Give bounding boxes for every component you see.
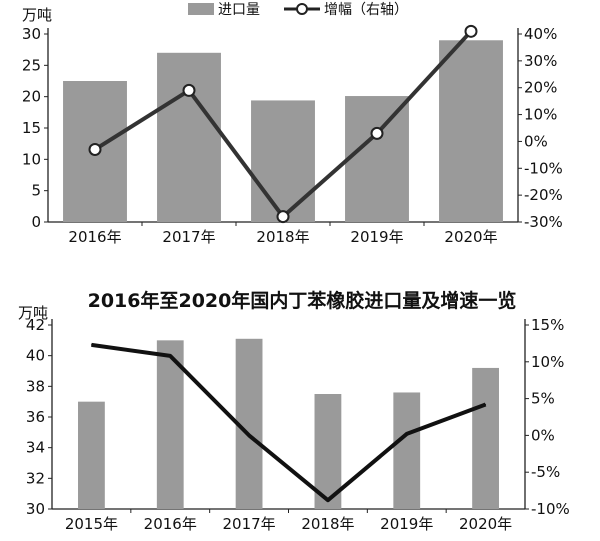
top-chart-bar [157,52,221,222]
bottom-chart-line-point [406,433,408,435]
top-chart-line-point [276,210,290,224]
top-chart-right-tick-label: -10% [524,159,563,177]
bottom-chart-line-point [90,344,92,346]
top-chart-right-tick-label: 40% [524,25,557,43]
top-chart-legend-bar-swatch [188,3,214,15]
top-chart-left-tick-label: 15 [22,119,41,137]
bottom-chart-x-tick-label: 2020年 [459,515,512,533]
bottom-chart-x-tick-label: 2017年 [222,515,275,533]
bottom-chart-growth-line [91,342,487,503]
top-chart-line-point [182,83,196,97]
top-chart-right-tick-label: -30% [524,213,563,231]
top-chart-x-tick-label: 2016年 [68,228,121,246]
top-chart-line-point [464,24,478,38]
top-chart-legend-line-label: 增幅（右轴） [324,2,408,18]
bottom-chart-right-tick-label: 15% [531,316,564,334]
bottom-chart-right-tick-label: 5% [531,390,555,408]
top-chart-left-tick-label: 5 [31,182,41,200]
bottom-chart-left-tick-label: 40 [26,347,45,365]
bottom-chart-bar [156,340,184,509]
top-chart-line-point [370,126,384,140]
top-chart-x-tick-label: 2018年 [256,228,309,246]
bottom-chart-bar [78,401,105,509]
bottom-chart-x-tick-label: 2019年 [380,515,433,533]
bottom-chart-bar [472,367,499,509]
bottom-chart-line-point [248,434,250,436]
top-chart-bar [439,40,503,223]
top-chart-right-tick-label: 0% [524,132,548,150]
bottom-chart-line-point [485,403,487,405]
bottom-chart-bar [314,394,342,509]
top-chart-legend-line-marker [296,3,308,15]
bottom-chart-x-tick-label: 2018年 [301,515,354,533]
top-chart-legend-bar-label: 进口量 [218,2,260,18]
bottom-chart-left-tick-label: 36 [26,408,45,426]
bottom-chart-line-point [327,499,329,501]
bottom-chart-bar [393,392,421,509]
bottom-chart-x-tick-label: 2016年 [144,515,197,533]
top-chart-right-tick-label: 20% [524,79,557,97]
bottom-chart-left-tick-label: 32 [26,469,45,487]
bottom-chart-left-tick-label: 30 [26,500,45,518]
top-chart-right-tick-label: 10% [524,106,557,124]
top-chart-x-tick-label: 2019年 [350,228,403,246]
bottom-chart-right-tick-label: -5% [531,463,560,481]
bottom-chart-left-tick-label: 34 [26,439,45,457]
bottom-chart-right-tick-label: 10% [531,353,564,371]
bottom-chart-left-tick-label: 42 [26,316,45,334]
top-chart-unit-label: 万吨 [22,6,52,24]
top-chart-x-tick-label: 2020年 [444,228,497,246]
top-chart-left-tick-label: 30 [22,25,41,43]
bottom-chart-line-point [169,355,171,357]
top-chart-left-tick-label: 0 [31,213,41,231]
top-chart-right-tick-label: 30% [524,52,557,70]
top-chart-bar [345,96,409,222]
bottom-chart-x-tick-label: 2015年 [65,515,118,533]
top-chart-x-tick-label: 2017年 [162,228,215,246]
bottom-chart-left-tick-label: 38 [26,377,45,395]
bottom-chart-right-tick-label: -10% [531,500,570,518]
bottom-chart-right-tick-label: 0% [531,426,555,444]
top-chart-left-tick-label: 25 [22,56,41,74]
import-volume-chart-top: 0 5 10 15 20 25 30 -30% -20% -10% 0% 10% 20% 30% 40% 20… [22,2,563,246]
bottom-chart-unit-label: 万吨 [18,304,48,322]
bottom-chart-title: 2016年至2020年国内丁苯橡胶进口量及增速一览 [88,289,517,312]
top-chart-left-tick-label: 20 [22,88,41,106]
top-chart-bar [251,100,315,222]
top-chart-right-tick-label: -20% [524,186,563,204]
top-chart-line-point [88,142,102,156]
top-chart-left-tick-label: 10 [22,150,41,168]
